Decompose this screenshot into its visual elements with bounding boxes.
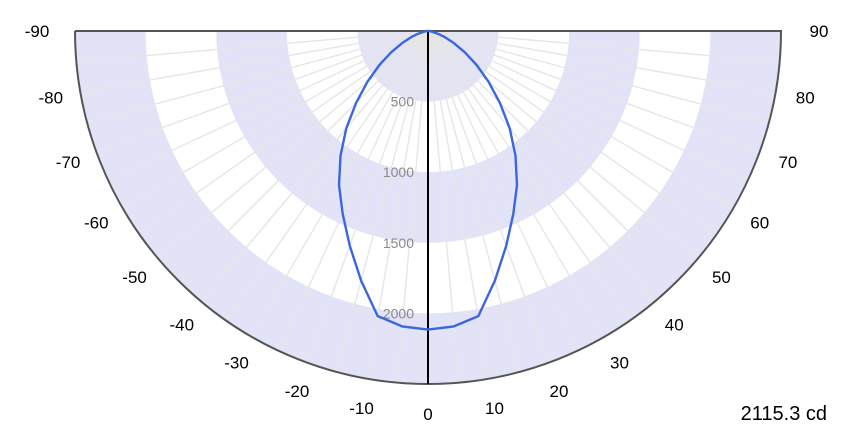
angle-gridline (96, 30, 429, 153)
angle-gridline (427, 30, 770, 124)
angle-tick-label: -50 (122, 268, 147, 287)
angle-tick-label: -30 (224, 354, 249, 373)
angle-gridline (427, 30, 550, 363)
angle-gridline (157, 30, 429, 259)
angle-gridline (427, 30, 699, 259)
angle-gridline (427, 30, 776, 93)
angle-gridline (427, 30, 679, 282)
angle-gridlines (76, 30, 780, 384)
radial-band (216, 31, 640, 243)
angle-tick-label: 30 (610, 354, 629, 373)
angle-tick-label: 50 (712, 268, 731, 287)
angle-gridline (396, 30, 429, 383)
angle-gridline (121, 30, 429, 209)
angle-gridline (200, 30, 429, 302)
angle-tick-label: 0 (423, 405, 432, 424)
angle-tick-label: -80 (39, 89, 64, 108)
angle-gridline (427, 30, 490, 379)
angle-gridline (427, 30, 735, 209)
radial-tick-labels: 500 1000 1500 2000 (383, 94, 414, 322)
angle-tick-label: 90 (810, 22, 829, 41)
chart-outline (74, 30, 783, 385)
radial-tick-label: 500 (391, 94, 415, 110)
angle-gridline (86, 30, 429, 124)
angle-gridline (224, 30, 429, 321)
angle-gridline (427, 30, 749, 181)
angle-tick-label: -60 (84, 214, 109, 233)
radial-tick-label: 2000 (383, 305, 414, 321)
angle-tick-label: 20 (550, 382, 569, 401)
radial-band (75, 31, 781, 384)
radial-tick-label: 1000 (383, 164, 414, 180)
angle-tick-label: 80 (796, 89, 815, 108)
angle-gridline (278, 30, 429, 352)
angle-gridline (427, 30, 578, 352)
angle-gridline (427, 30, 656, 302)
radial-tick-label: 1500 (383, 235, 414, 251)
angle-tick-label: -20 (285, 382, 310, 401)
angle-gridline (76, 30, 429, 63)
angle-gridline (306, 30, 429, 363)
angle-tick-label: -40 (170, 315, 195, 334)
angle-gridline (427, 30, 460, 383)
angle-tick-label: 40 (665, 315, 684, 334)
angle-gridline (107, 30, 429, 181)
angle-gridline (177, 30, 429, 282)
peak-intensity-label: 2115.3 cd (740, 403, 827, 425)
angle-gridline (427, 30, 632, 321)
angle-gridline (366, 30, 429, 379)
angle-gridline (80, 30, 429, 93)
angle-tick-label: 10 (485, 399, 504, 418)
angle-gridline (335, 30, 429, 373)
angle-tick-label: -70 (56, 153, 81, 172)
intensity-curve (337, 29, 519, 331)
angle-tick-label: 60 (750, 214, 769, 233)
angle-gridline (427, 30, 780, 63)
angle-gridline (427, 30, 521, 373)
angle-tick-labels: -90 -80 -70 -60 -50 -40 -30 -20 -10 0 10 20 30 40 50 60… (25, 22, 829, 424)
angle-tick-label: -90 (25, 22, 50, 41)
angle-tick-label: -10 (349, 399, 374, 418)
angle-gridline (427, 30, 760, 153)
angle-tick-label: 70 (778, 153, 797, 172)
